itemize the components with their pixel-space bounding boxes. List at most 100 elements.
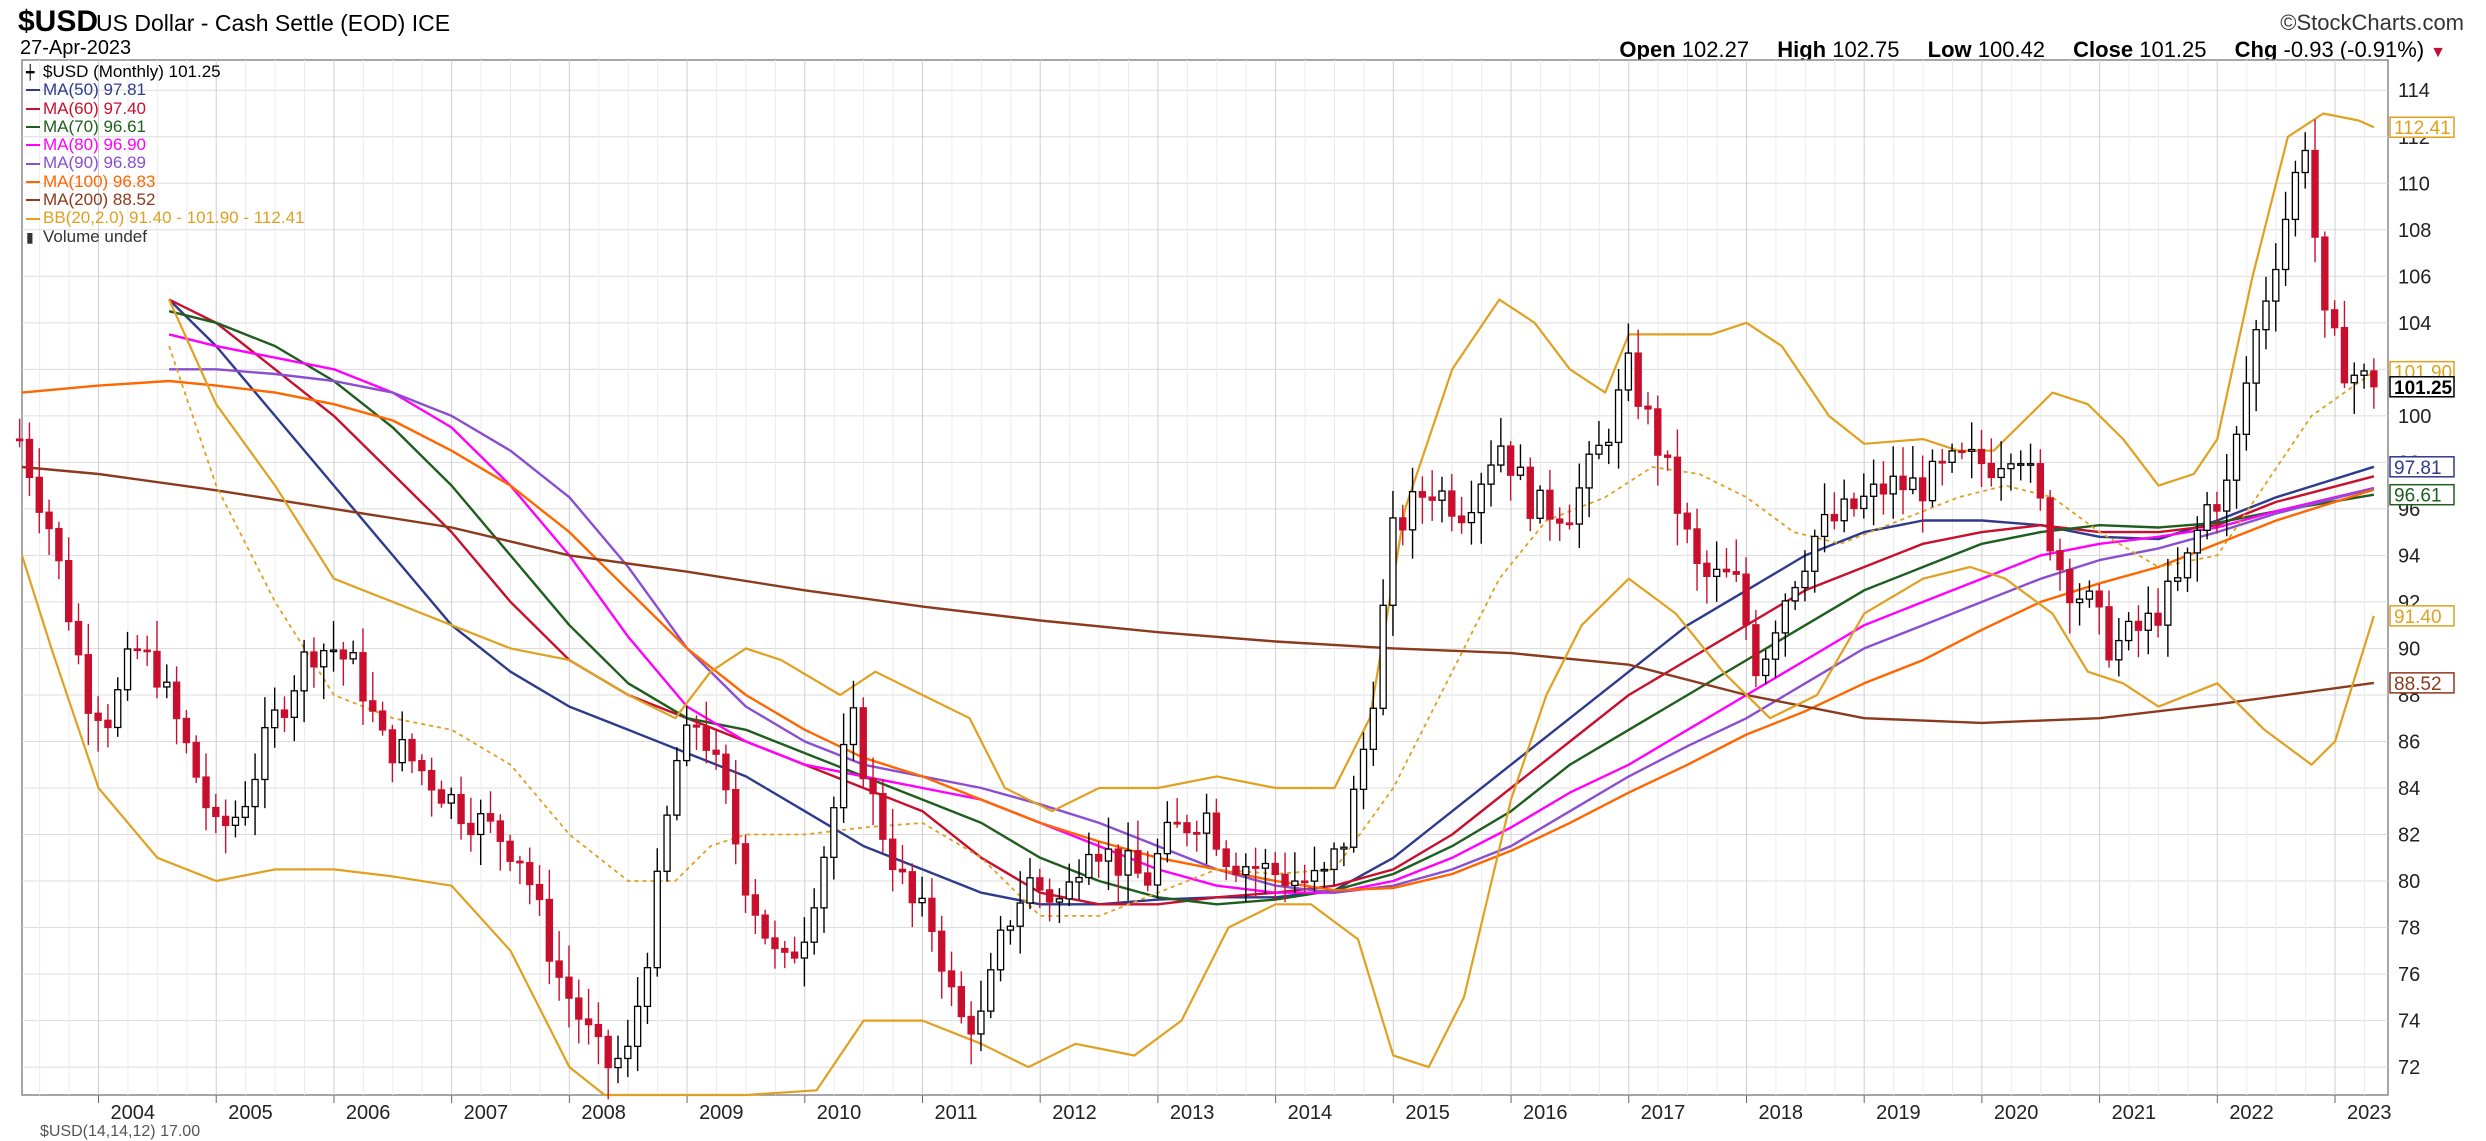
candle-body — [133, 648, 142, 652]
candle-body — [869, 777, 877, 795]
x-tick-label: 2016 — [1523, 1102, 1568, 1124]
x-tick-label: 2022 — [2229, 1102, 2274, 1124]
candle-body — [526, 862, 534, 886]
candle-body — [1291, 880, 1299, 887]
candle-body — [839, 743, 848, 809]
candle-body — [2291, 171, 2300, 221]
candle-body — [45, 511, 53, 530]
candle-body — [987, 969, 995, 1012]
high-value: 102.75 — [1832, 37, 1900, 62]
candle-body — [977, 1010, 985, 1035]
price-label-text: 96.61 — [2394, 486, 2442, 507]
candle-body — [1045, 889, 1054, 903]
candle-body — [1928, 460, 1937, 502]
candle-body — [830, 807, 838, 858]
candle-body — [1006, 925, 1015, 931]
candle-body — [1879, 483, 1888, 495]
candle-body — [751, 894, 760, 916]
x-tick-label: 2015 — [1405, 1102, 1450, 1124]
legend-item: ┿ $USD (Monthly) 101.25 — [26, 62, 304, 81]
lower-panel-label: $USD(14,14,12) 17.00 — [40, 1123, 201, 1140]
candle-body — [1330, 848, 1338, 871]
candle-body — [1850, 498, 1858, 510]
candle-body — [682, 724, 691, 762]
candle-body — [888, 838, 897, 871]
y-tick-label: 72 — [2398, 1057, 2420, 1079]
candle-body — [2340, 326, 2349, 384]
price-label-text: 101.25 — [2394, 378, 2453, 399]
legend-label: MA(50) 97.81 — [43, 80, 146, 100]
x-tick-label: 2019 — [1876, 1102, 1921, 1124]
candle-body — [2124, 620, 2133, 642]
candle-body — [1516, 466, 1525, 476]
candle-body — [633, 1005, 642, 1047]
candle-body — [349, 652, 357, 660]
y-tick-label: 90 — [2398, 638, 2420, 660]
candle-body — [1359, 748, 1368, 790]
candle-body — [212, 806, 220, 818]
y-tick-label: 114 — [2398, 80, 2430, 102]
candle-body — [143, 649, 151, 653]
candle-body — [1820, 513, 1829, 538]
legend-label: MA(60) 97.40 — [43, 98, 146, 118]
candle-body — [2056, 550, 2064, 571]
x-tick-label: 2017 — [1641, 1102, 1686, 1124]
candle-body — [1379, 604, 1387, 709]
candle-body — [810, 907, 818, 943]
low-value: 100.42 — [1977, 37, 2046, 62]
legend-label: MA(80) 96.90 — [43, 135, 146, 155]
candle-body — [2115, 639, 2123, 661]
x-tick-label: 2014 — [1288, 1102, 1333, 1124]
candle-body — [555, 960, 563, 978]
candle-body — [1369, 707, 1378, 750]
candle-body — [1114, 848, 1122, 876]
candle-body — [1663, 454, 1672, 458]
candle-body — [967, 1015, 975, 1035]
candle-body — [1977, 448, 1986, 465]
candle-body — [928, 897, 936, 932]
candle-body — [1909, 477, 1917, 491]
candle-body — [2164, 580, 2172, 626]
series-line — [21, 465, 2375, 725]
low-label: Low — [1927, 37, 1972, 62]
source-credit[interactable]: ©StockCharts.com — [2280, 10, 2464, 35]
candle-body — [104, 719, 112, 729]
candle-body — [1968, 448, 1976, 452]
price-label-box — [2389, 376, 2455, 398]
candle-body — [1036, 877, 1044, 891]
candle-body — [1811, 535, 1819, 572]
candle-body — [1487, 464, 1495, 485]
candle-body — [624, 1045, 632, 1060]
high-label: High — [1777, 37, 1827, 62]
candle-body — [369, 700, 377, 712]
x-tick-label: 2023 — [2347, 1102, 2392, 1124]
candle-body — [1300, 880, 1309, 884]
candle-body — [1153, 853, 1162, 886]
chg-value: -0.93 (-0.91%) — [2283, 37, 2425, 62]
candle-body — [241, 805, 249, 818]
candle-body — [280, 709, 289, 718]
candle-body — [1634, 352, 1642, 407]
chg-label: Chg — [2234, 37, 2278, 62]
candle-body — [457, 793, 465, 825]
candle-body — [2075, 598, 2084, 604]
y-tick-label: 84 — [2398, 778, 2420, 800]
x-tick-label: 2021 — [2112, 1102, 2157, 1124]
legend-item: MA(70) 96.61 — [26, 117, 304, 136]
candle-body — [1085, 853, 1093, 879]
y-tick-label: 86 — [2398, 731, 2420, 753]
candle-body — [2330, 309, 2339, 329]
y-tick-label: 74 — [2398, 1011, 2420, 1033]
legend-item: MA(80) 96.90 — [26, 135, 304, 155]
candle-body — [1654, 408, 1662, 456]
candle-body — [74, 620, 83, 656]
candle-body — [496, 820, 504, 842]
candle-body — [1840, 498, 1848, 522]
candle-body — [15, 438, 24, 442]
candle-body — [35, 476, 43, 513]
candle-body — [996, 929, 1005, 971]
candle-body — [653, 870, 661, 969]
candle-body — [1428, 496, 1436, 501]
x-tick-label: 2009 — [699, 1102, 744, 1124]
